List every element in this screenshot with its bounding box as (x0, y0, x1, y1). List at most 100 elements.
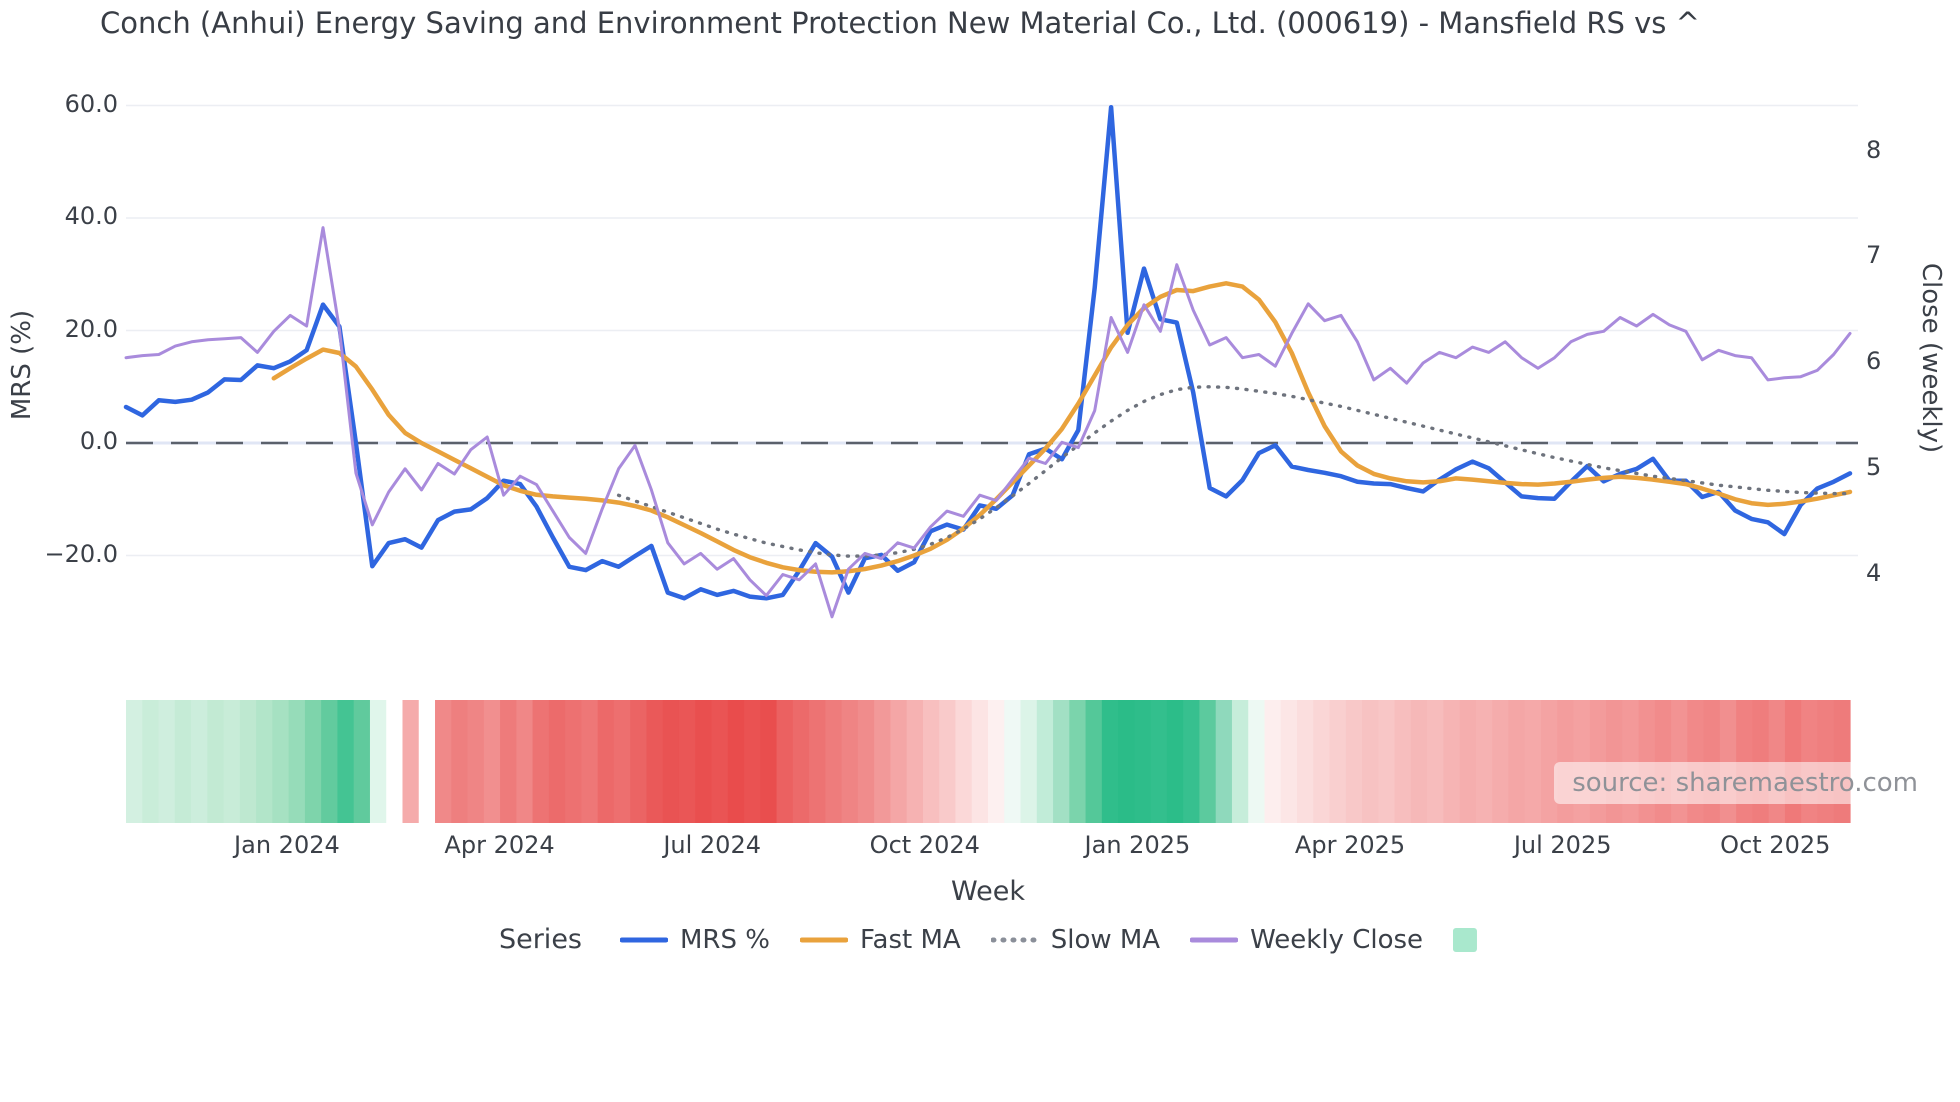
line-swatch-icon (619, 937, 668, 942)
y-right-tick-label: 8 (1866, 135, 1882, 164)
x-tick-label: Jul 2025 (1513, 831, 1612, 859)
legend-item-mrs-[interactable]: MRS % (619, 925, 770, 955)
heatmap-cell (678, 700, 696, 823)
heatmap-cell (1004, 700, 1022, 823)
legend-label: Fast MA (859, 924, 961, 955)
heatmap-cell (402, 700, 420, 823)
heatmap-cell (174, 700, 192, 823)
heatmap-cell (1540, 700, 1558, 823)
legend-item-fast-ma[interactable]: Fast MA (799, 924, 961, 955)
heatmap-cell (1492, 700, 1510, 823)
heatmap-cell (1069, 700, 1087, 823)
heatmap-cell (890, 700, 908, 823)
heatmap-cell (483, 700, 501, 823)
legend-label: Slow MA (1050, 924, 1161, 955)
heatmap-cell (1427, 700, 1444, 823)
x-tick-label: Jan 2024 (234, 831, 340, 859)
heatmap-cell (613, 700, 631, 823)
heatmap-cell (1475, 700, 1493, 823)
heatmap-cell (1313, 700, 1331, 823)
y-left-tick-label: 20.0 (64, 314, 118, 343)
heatmap-cell (988, 700, 1005, 823)
series-line-slow-ma (616, 385, 1852, 558)
x-tick-label: Jan 2025 (1084, 831, 1191, 859)
heatmap-cell (1329, 700, 1347, 823)
heatmap-cell (126, 700, 143, 823)
heatmap-cell (1215, 700, 1233, 823)
heatmap-cell (1036, 700, 1054, 823)
heatmap-cell (1231, 700, 1249, 823)
heatmap-cell (1378, 700, 1396, 823)
heatmap-cell (1199, 700, 1217, 823)
x-tick-label: Jul 2024 (663, 831, 761, 859)
heatmap-cell (158, 700, 176, 823)
y-right-tick-label: 7 (1866, 241, 1882, 270)
heatmap-cell (353, 700, 371, 823)
heatmap-cell (418, 700, 436, 823)
square-swatch-icon (1453, 927, 1478, 952)
heatmap-cell (142, 700, 160, 823)
heatmap-cell (272, 700, 290, 823)
heatmap-cell (369, 700, 387, 823)
heatmap-cell (630, 700, 648, 823)
heatmap-cell (792, 700, 810, 823)
line-swatch-icon (1190, 937, 1239, 942)
heatmap-cell (451, 700, 469, 823)
heatmap-cell (809, 700, 826, 823)
heatmap-cell (1410, 700, 1428, 823)
legend-items: MRS % Fast MA Slow MA Weekly Close (619, 924, 1478, 955)
heatmap-cell (1297, 700, 1314, 823)
heatmap-cell (695, 700, 713, 823)
heatmap-cell (321, 700, 339, 823)
heatmap-cell (1394, 700, 1412, 823)
heatmap-cell (922, 700, 940, 823)
heatmap-cell (874, 700, 892, 823)
heatmap-cell (516, 700, 534, 823)
heatmap-cell (532, 700, 550, 823)
heatmap-cell (939, 700, 957, 823)
legend-item-weekly-close[interactable]: Weekly Close (1190, 925, 1423, 955)
heatmap-cell (288, 700, 306, 823)
heatmap-cell (386, 700, 404, 823)
heatmap-cell (1166, 700, 1184, 823)
heatmap-cell (1183, 700, 1201, 823)
heatmap-cell (1443, 700, 1461, 823)
heatmap-cell (256, 700, 273, 823)
legend-label: Weekly Close (1250, 924, 1424, 955)
heatmap-cell (435, 700, 452, 823)
heatmap-cell (337, 700, 355, 823)
legend-item-slow-ma[interactable]: Slow MA (990, 924, 1161, 955)
legend-item-heat-swatch[interactable] (1453, 927, 1478, 952)
heatmap-cell (744, 700, 761, 823)
x-axis-title: Week (951, 876, 1025, 907)
heatmap-cell (1362, 700, 1379, 823)
heatmap-cell (1345, 700, 1363, 823)
source-watermark: source: sharemaestro.com (1554, 762, 1936, 804)
heatmap-cell (825, 700, 843, 823)
heatmap-cell (1508, 700, 1526, 823)
heatmap-cell (223, 700, 241, 823)
heatmap-cell (711, 700, 729, 823)
heatmap-cell (1280, 700, 1298, 823)
series-line-weekly-close (124, 226, 1852, 619)
chart-title: Conch (Anhui) Energy Saving and Environm… (100, 6, 1700, 40)
x-tick-label: Oct 2024 (869, 831, 980, 859)
heatmap-cell (1248, 700, 1266, 823)
heatmap-cell (581, 700, 599, 823)
x-tick-label: Oct 2025 (1720, 831, 1831, 859)
y-axis-title-right: Close (weekly) (1916, 262, 1946, 454)
heatmap-cell (500, 700, 517, 823)
y-left-tick-label: 0.0 (79, 427, 118, 455)
heatmap-cell (565, 700, 582, 823)
heatmap-cell (857, 700, 875, 823)
heatmap-cell (776, 700, 794, 823)
heatmap-cell (1101, 700, 1119, 823)
heatmap-cell (548, 700, 566, 823)
heatmap-cell (1134, 700, 1152, 823)
dotted-swatch-icon (990, 937, 1039, 942)
heatmap-cell (304, 700, 322, 823)
heatmap-cell (1020, 700, 1038, 823)
heatmap-cell (646, 700, 664, 823)
